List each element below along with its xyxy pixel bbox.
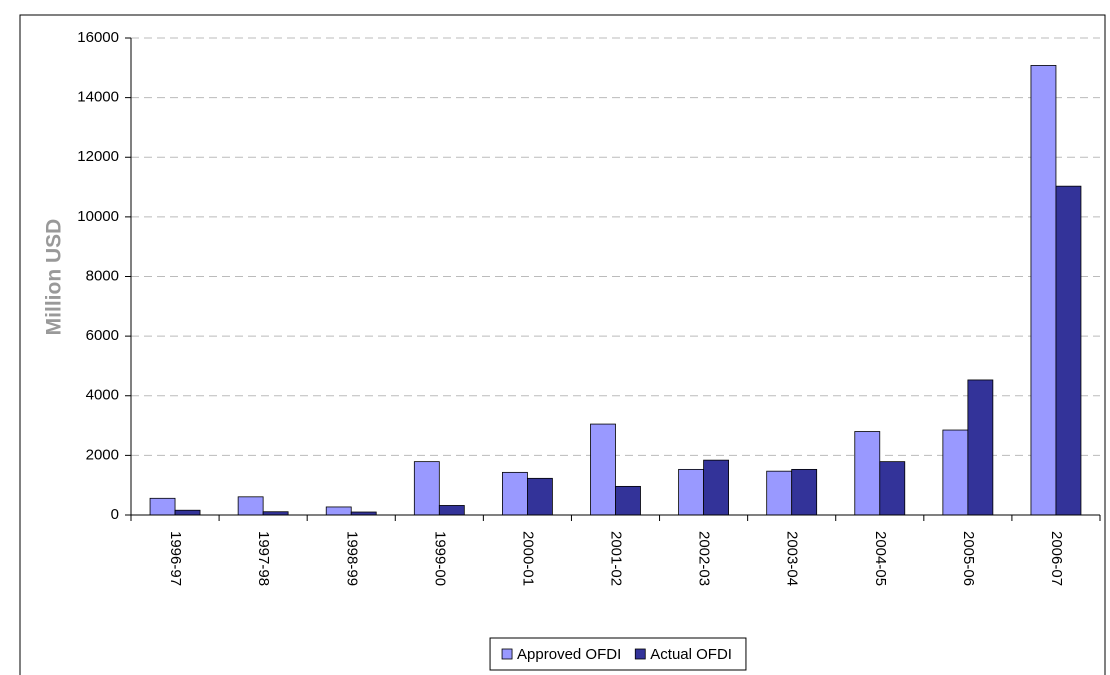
x-tick-label: 2006-07 <box>1048 531 1065 586</box>
y-tick-label: 8000 <box>86 267 119 284</box>
x-tick-label: 1996-97 <box>167 531 184 586</box>
legend-swatch <box>501 648 513 660</box>
x-tick-label: 1998-99 <box>343 531 360 586</box>
bar <box>678 468 704 516</box>
legend-label: Approved OFDI <box>517 646 621 663</box>
bar <box>766 470 793 516</box>
x-tick-label: 2005-06 <box>960 531 977 586</box>
bar <box>854 431 881 516</box>
chart-frame <box>19 14 1106 675</box>
bar <box>590 423 616 516</box>
x-tick-label: 2000-01 <box>519 531 536 586</box>
x-tick-label: 1997-98 <box>255 531 272 586</box>
bar <box>967 379 994 516</box>
y-tick-label: 16000 <box>77 29 119 46</box>
bar <box>149 497 176 516</box>
bar <box>438 505 465 516</box>
x-tick-label: 2003-04 <box>784 531 801 586</box>
y-tick-label: 4000 <box>86 387 119 404</box>
y-tick-label: 14000 <box>77 89 119 106</box>
y-tick-label: 10000 <box>77 208 119 225</box>
bar <box>791 468 818 516</box>
bar <box>527 477 553 516</box>
bar <box>615 485 641 516</box>
legend-swatch <box>634 648 646 660</box>
bar <box>703 459 729 516</box>
legend-label: Actual OFDI <box>650 646 732 663</box>
y-tick-label: 12000 <box>77 148 119 165</box>
bar <box>413 461 440 516</box>
bar <box>1030 65 1057 516</box>
bar <box>879 461 906 516</box>
bar <box>237 496 264 516</box>
x-tick-label: 2001-02 <box>608 531 625 586</box>
bar <box>942 429 969 516</box>
x-tick-label: 2002-03 <box>696 531 713 586</box>
y-tick-label: 0 <box>111 506 119 523</box>
bar <box>325 506 352 516</box>
x-tick-label: 1999-00 <box>431 531 448 586</box>
bar <box>174 509 201 516</box>
legend: Approved OFDI Actual OFDI <box>489 637 747 671</box>
bar <box>502 471 528 516</box>
y-tick-label: 2000 <box>86 446 119 463</box>
bar <box>1055 185 1082 516</box>
y-axis-label: Million USD <box>43 219 66 336</box>
x-tick-label: 2004-05 <box>872 531 889 586</box>
legend-box <box>489 637 747 671</box>
y-tick-label: 6000 <box>86 327 119 344</box>
